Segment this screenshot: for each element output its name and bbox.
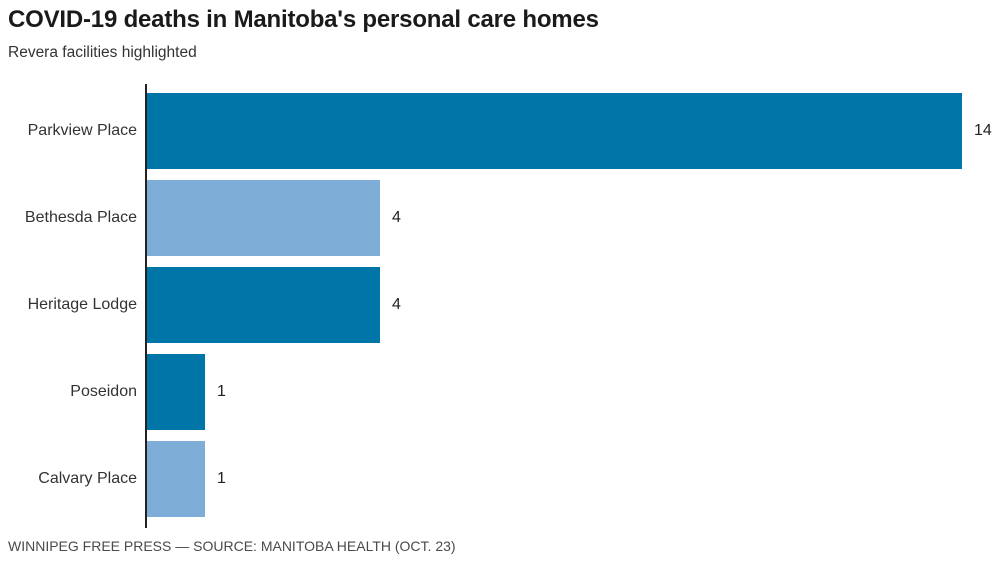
category-label: Heritage Lodge	[27, 295, 137, 313]
bar-track: 4	[147, 174, 999, 261]
value-label: 4	[392, 208, 401, 226]
bar-row: Bethesda Place 4	[0, 174, 999, 261]
source-line: WINNIPEG FREE PRESS — SOURCE: MANITOBA H…	[8, 538, 456, 554]
bar	[147, 92, 962, 169]
bar	[147, 179, 380, 256]
bar-track: 14	[147, 87, 999, 174]
bar-row: Heritage Lodge 4	[0, 261, 999, 348]
bar	[147, 440, 205, 517]
category-label: Calvary Place	[38, 469, 137, 487]
bar-row: Calvary Place 1	[0, 435, 999, 522]
bar-row: Poseidon 1	[0, 348, 999, 435]
category-label: Parkview Place	[27, 121, 137, 139]
bar	[147, 353, 205, 430]
y-axis-line	[145, 84, 147, 528]
value-label: 1	[217, 382, 226, 400]
category-label: Poseidon	[70, 382, 137, 400]
chart-title: COVID-19 deaths in Manitoba's personal c…	[8, 6, 599, 33]
bar-track: 1	[147, 348, 999, 435]
category-label: Bethesda Place	[24, 208, 137, 226]
bar-row: Parkview Place 14	[0, 87, 999, 174]
bar	[147, 266, 380, 343]
bar-rows: Parkview Place 14 Bethesda Place 4 Heritage …	[0, 87, 999, 522]
chart-subtitle: Revera facilities highlighted	[8, 44, 197, 61]
bar-track: 1	[147, 435, 999, 522]
bar-track: 4	[147, 261, 999, 348]
value-label: 4	[392, 295, 401, 313]
value-label: 1	[217, 469, 226, 487]
value-label: 14	[974, 121, 992, 139]
bar-chart: Parkview Place 14 Bethesda Place 4 Heritage …	[0, 84, 999, 528]
